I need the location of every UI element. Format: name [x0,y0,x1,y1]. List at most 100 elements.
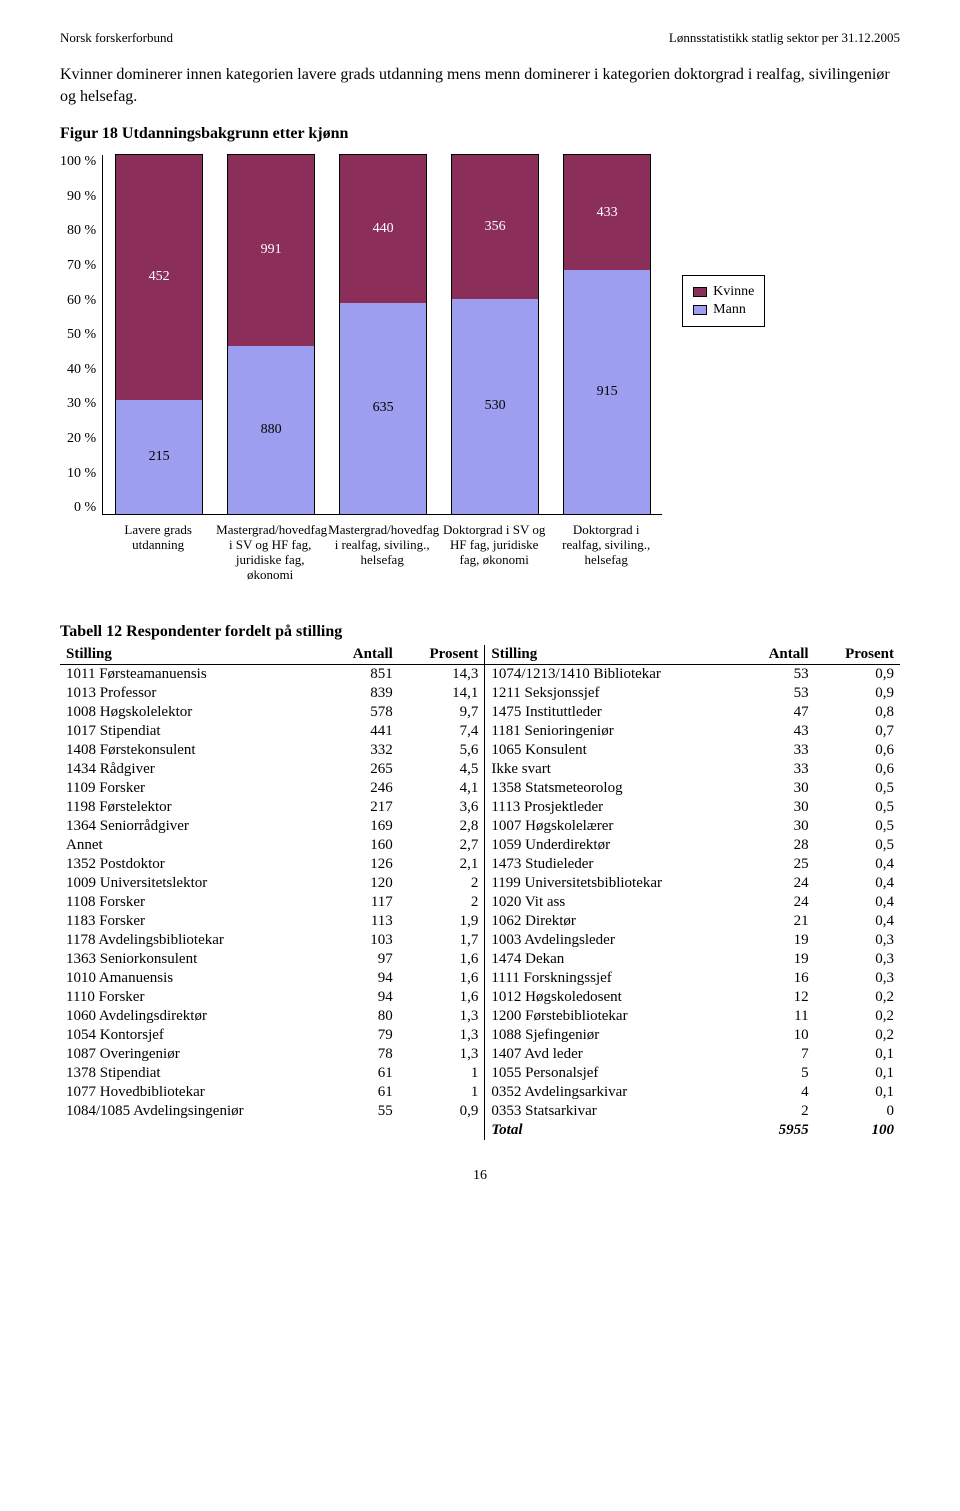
table-cell: 851 [326,664,399,684]
table-row: 1087 Overingeniør781,31407 Avd leder70,1 [60,1045,900,1064]
table-cell: 1110 Forsker [60,988,326,1007]
table-cell: 1364 Seniorrådgiver [60,817,326,836]
table-cell: 1084/1085 Avdelingsingeniør [60,1102,326,1121]
table-row: 1054 Kontorsjef791,31088 Sjefingeniør100… [60,1026,900,1045]
table-cell: 78 [326,1045,399,1064]
figure-title: Figur 18 Utdanningsbakgrunn etter kjønn [60,125,900,143]
y-tick: 30 % [67,397,96,411]
table-header: Antall [326,645,399,665]
table-cell: 0,5 [815,817,900,836]
table-cell: 61 [326,1083,399,1102]
table-cell: 0,5 [815,798,900,817]
table-cell: 1183 Forsker [60,912,326,931]
table-cell: 578 [326,703,399,722]
table-header: Prosent [399,645,485,665]
table-cell: 0,4 [815,855,900,874]
table-cell: 4 [742,1083,815,1102]
table-cell: 1,6 [399,988,485,1007]
table-cell: 1200 Førstebibliotekar [485,1007,742,1026]
bar-segment-kvinne: 440 [340,155,426,303]
table-cell: 1009 Universitetslektor [60,874,326,893]
table-cell: 2 [399,893,485,912]
chart-plot: 452215991880440635356530433915 [102,155,662,515]
table-row: 1183 Forsker1131,91062 Direktør210,4 [60,912,900,931]
chart-container: 100 %90 %80 %70 %60 %50 %40 %30 %20 %10 … [60,155,900,583]
table-cell: 0,3 [815,931,900,950]
table-row: 1077 Hovedbibliotekar6110352 Avdelingsar… [60,1083,900,1102]
table-cell: Total [485,1121,742,1140]
bar-segment-kvinne: 452 [116,155,202,399]
respondent-table: StillingAntallProsentStillingAntallProse… [60,645,900,1140]
table-row: 1013 Professor83914,11211 Seksjonssjef53… [60,684,900,703]
table-cell: 1199 Universitetsbibliotekar [485,874,742,893]
table-cell: 5 [742,1064,815,1083]
table-cell: 1211 Seksjonssjef [485,684,742,703]
table-cell: 7 [742,1045,815,1064]
table-cell: 1,7 [399,931,485,950]
y-tick: 10 % [67,467,96,481]
legend-item-kvinne: Kvinne [693,284,754,300]
bar-segment-kvinne: 356 [452,155,538,299]
table-cell: 0,8 [815,703,900,722]
table-row: 1084/1085 Avdelingsingeniør550,90353 Sta… [60,1102,900,1121]
table-cell: 1017 Stipendiat [60,722,326,741]
table-cell: 1407 Avd leder [485,1045,742,1064]
table-cell: 1473 Studieleder [485,855,742,874]
table-cell: 1,3 [399,1007,485,1026]
bar-segment-mann: 915 [564,270,650,514]
table-cell: 30 [742,779,815,798]
table-cell [326,1121,399,1140]
y-tick: 50 % [67,328,96,342]
table-cell: 94 [326,969,399,988]
legend-swatch-mann [693,305,707,315]
table-cell: 80 [326,1007,399,1026]
table-cell: 2 [399,874,485,893]
table-cell: 5,6 [399,741,485,760]
table-cell: 10 [742,1026,815,1045]
table-cell: 1109 Forsker [60,779,326,798]
table-cell: 1054 Kontorsjef [60,1026,326,1045]
table-cell: 1,9 [399,912,485,931]
table-cell: 169 [326,817,399,836]
table-cell: 24 [742,893,815,912]
y-tick: 100 % [60,155,96,169]
table-cell: 5955 [742,1121,815,1140]
table-cell: 1113 Prosjektleder [485,798,742,817]
table-row: 1008 Høgskolelektor5789,71475 Instituttl… [60,703,900,722]
table-cell: 3,6 [399,798,485,817]
table-cell: 1011 Førsteamanuensis [60,664,326,684]
table-cell: 0,9 [815,684,900,703]
table-cell: 1012 Høgskoledosent [485,988,742,1007]
table-cell: 1065 Konsulent [485,741,742,760]
table-cell: 1178 Avdelingsbibliotekar [60,931,326,950]
table-cell: 1475 Instituttleder [485,703,742,722]
table-cell: 2 [742,1102,815,1121]
table-row: 1009 Universitetslektor12021199 Universi… [60,874,900,893]
bar-segment-kvinne: 433 [564,155,650,270]
y-tick: 0 % [74,501,96,515]
table-cell: 55 [326,1102,399,1121]
table-cell: 0,2 [815,1007,900,1026]
table-cell: 0,5 [815,836,900,855]
table-cell: 14,3 [399,664,485,684]
y-tick: 20 % [67,432,96,446]
table-cell: 53 [742,684,815,703]
table-cell: 1358 Statsmeteorolog [485,779,742,798]
table-cell: 0,1 [815,1083,900,1102]
table-header: Stilling [60,645,326,665]
table-cell: 1074/1213/1410 Bibliotekar [485,664,742,684]
table-cell: 0,4 [815,912,900,931]
bar-segment-mann: 880 [228,346,314,515]
table-cell: 21 [742,912,815,931]
y-tick: 70 % [67,259,96,273]
bar-column: 433915 [563,154,651,514]
table-cell: 4,1 [399,779,485,798]
table-row: 1110 Forsker941,61012 Høgskoledosent120,… [60,988,900,1007]
table-row: 1060 Avdelingsdirektør801,31200 Førstebi… [60,1007,900,1026]
table-cell: 103 [326,931,399,950]
table-cell: 1,3 [399,1045,485,1064]
table-cell: 28 [742,836,815,855]
table-cell: 1010 Amanuensis [60,969,326,988]
table-header: Prosent [815,645,900,665]
table-cell: 0,6 [815,741,900,760]
